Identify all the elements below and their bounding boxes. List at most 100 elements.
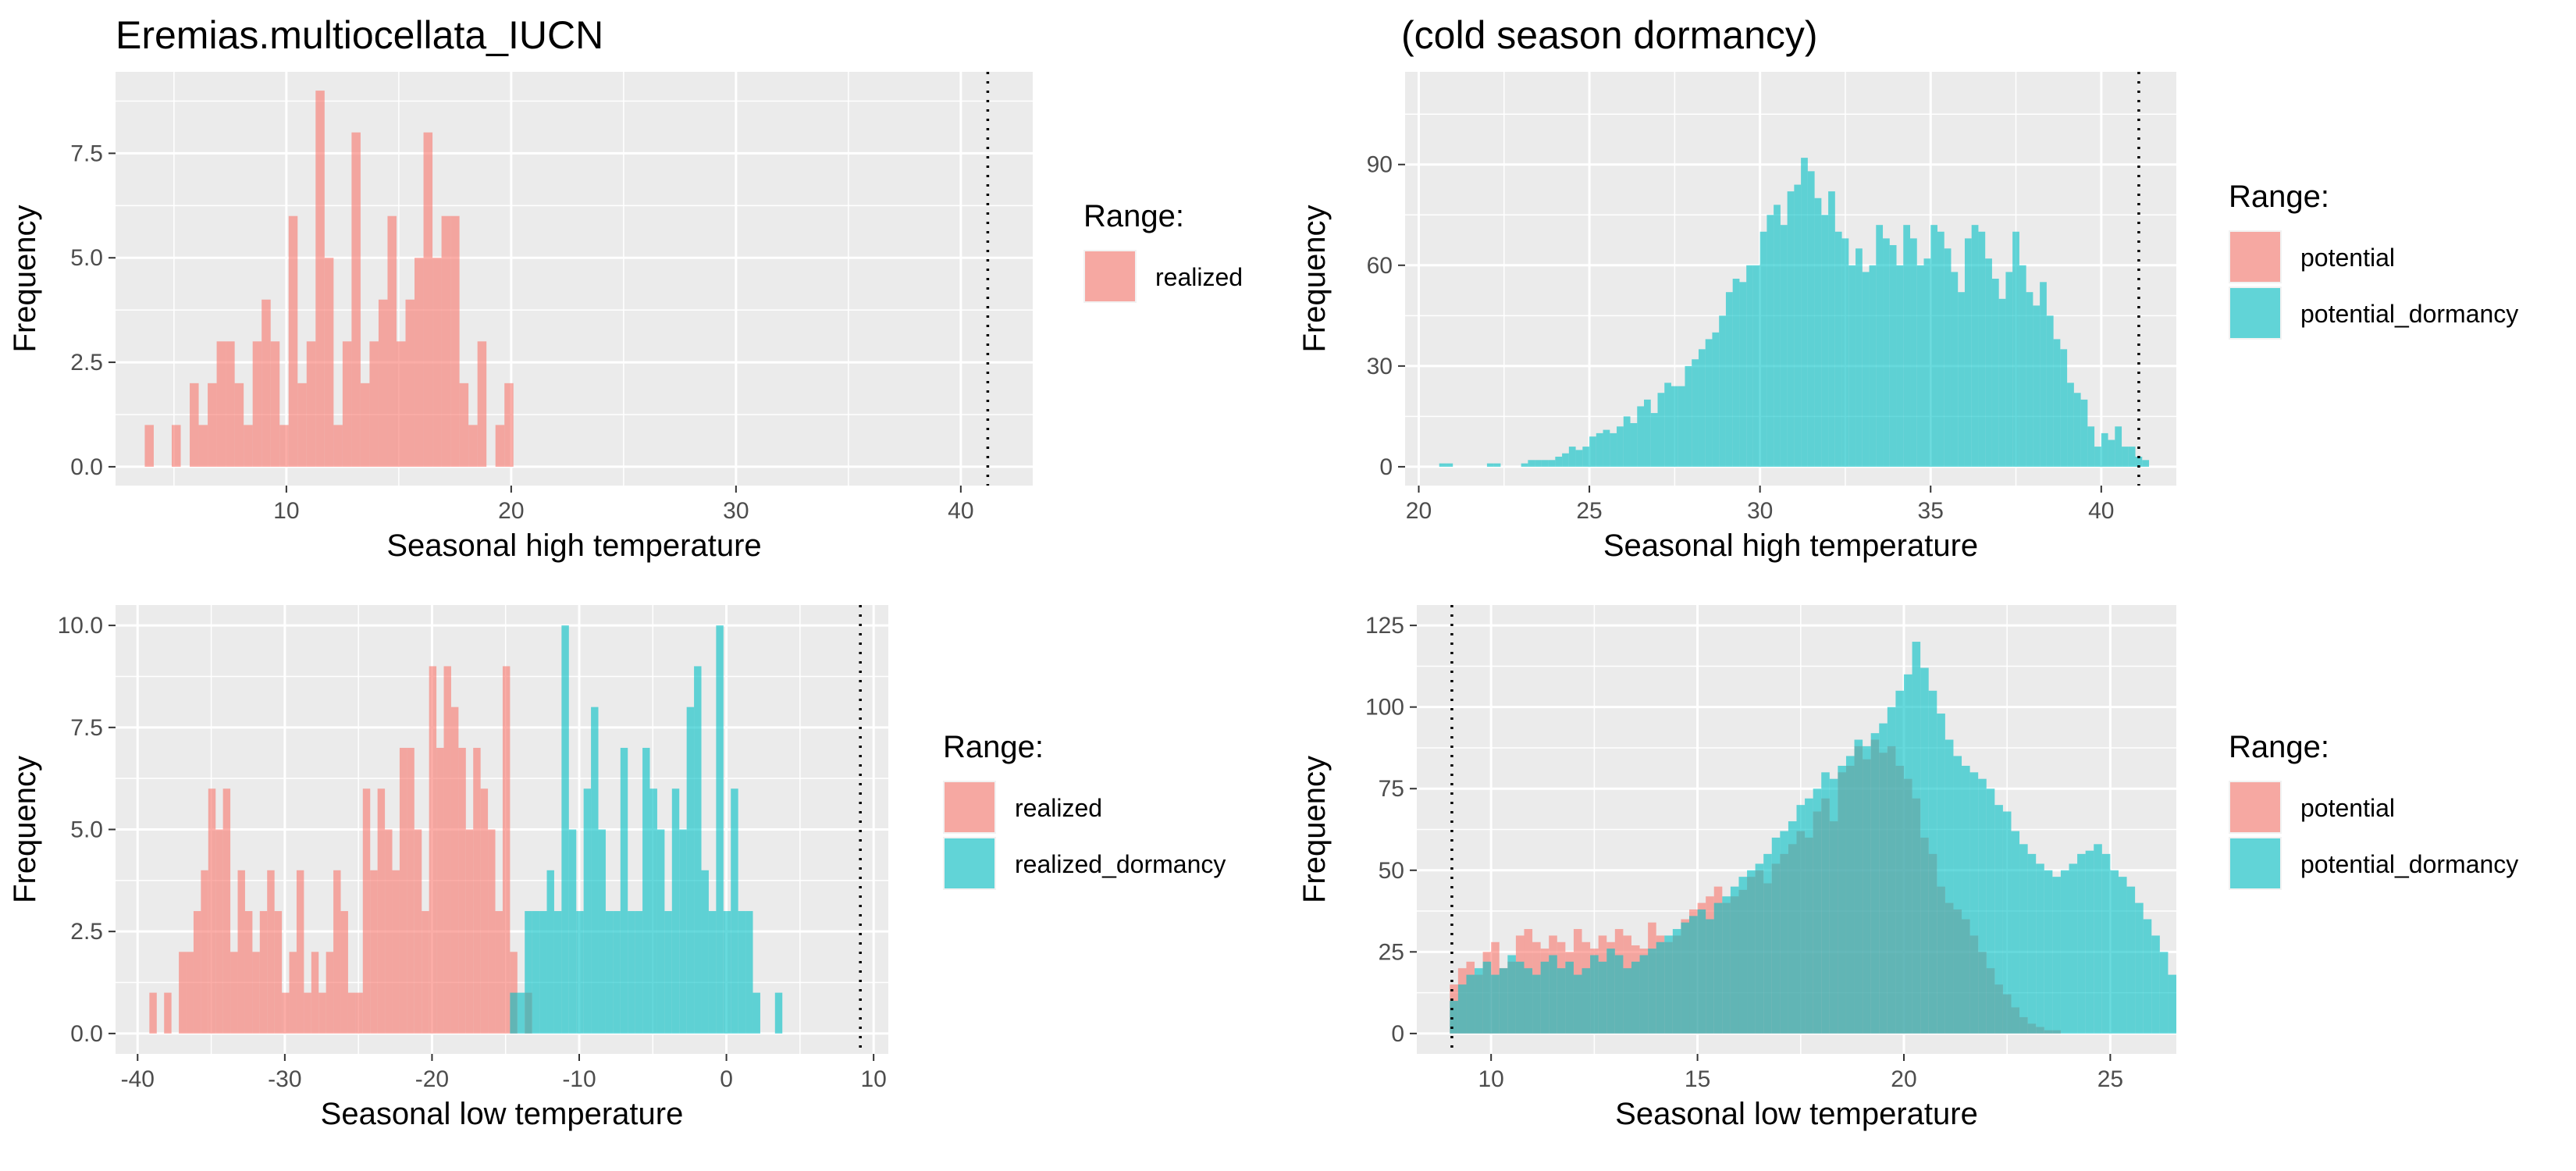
bar-realized-dormancy [583, 788, 592, 1034]
x-tick-label: 35 [1918, 498, 1944, 524]
legend: Range: potential potential_dormancy [2229, 730, 2518, 890]
bar-potential-dormancy [1964, 238, 1972, 467]
bar-potential-dormancy [1739, 282, 1747, 467]
bar-realized [297, 383, 307, 467]
legend-swatch-potential-dormancy [2230, 838, 2280, 888]
bar-potential-dormancy [1457, 984, 1467, 1034]
bar-potential-dormancy [1637, 406, 1645, 467]
bar-potential-dormancy [1746, 265, 1753, 467]
legend-title: Range: [1083, 199, 1184, 233]
bar-potential-dormancy [1678, 386, 1685, 467]
bar-realized [360, 383, 370, 467]
x-tick-label: -20 [415, 1066, 449, 1092]
bar-realized [396, 341, 406, 467]
y-tick-label: 75 [1379, 776, 1404, 802]
legend-swatch-potential-dormancy [2230, 288, 2280, 338]
bar-realized [306, 341, 316, 467]
y-tick-label: 30 [1367, 354, 1393, 379]
bar-realized-dormancy [628, 911, 635, 1034]
bar-realized [459, 383, 469, 467]
bar-realized [190, 383, 199, 467]
bar-realized [377, 788, 386, 1034]
bar-potential-dormancy [1610, 432, 1617, 467]
y-tick-label: 0 [1379, 454, 1393, 480]
bar-potential-dormancy [2019, 844, 2028, 1034]
bar-realized [355, 992, 363, 1034]
bar-realized-dormancy [708, 911, 717, 1034]
bar-realized-dormancy [649, 788, 657, 1034]
y-tick-label: 50 [1379, 858, 1404, 884]
bar-potential-dormancy [2085, 850, 2094, 1034]
bar-potential-dormancy [1958, 292, 1965, 467]
x-axis-title: Seasonal low temperature [321, 1097, 684, 1131]
bar-potential-dormancy [1650, 413, 1658, 467]
panel-low-temp-realized: -40 -30 -20 -10 0 10 0.0 2.5 5.0 7.5 10.0 Seasonal … [8, 605, 1226, 1131]
bar-potential-dormancy [1575, 450, 1583, 467]
bar-potential-dormancy [1747, 870, 1756, 1034]
x-tick-label: 30 [723, 498, 749, 524]
bar-realized [304, 992, 311, 1034]
bar-realized [488, 829, 496, 1034]
bar-realized [326, 952, 334, 1034]
bar-realized [201, 870, 208, 1034]
bar-potential-dormancy [1848, 265, 1856, 467]
bar-potential-dormancy [1698, 349, 1706, 467]
bar-potential-dormancy [2094, 447, 2101, 467]
bar-realized [215, 829, 223, 1034]
x-tick-label: 15 [1685, 1066, 1710, 1092]
bar-potential-dormancy [1541, 460, 1549, 467]
bar-potential-dormancy [1548, 460, 1556, 467]
bar-realized [288, 215, 298, 467]
bar-realized [378, 299, 388, 467]
bar-realized [495, 425, 505, 467]
bar-realized-dormancy [561, 625, 569, 1034]
bar-potential-dormancy [1780, 225, 1788, 467]
bar-potential-dormancy [1573, 974, 1582, 1034]
bar-potential-dormancy [1589, 436, 1596, 467]
bar-realized [342, 341, 352, 467]
bar-potential-dormancy [1978, 231, 1986, 467]
legend-swatch-potential [2230, 232, 2280, 282]
bar-potential-dormancy [1732, 279, 1740, 467]
y-tick-label: 10.0 [58, 613, 103, 639]
bar-potential-dormancy [2012, 231, 2019, 467]
bar-realized-dormancy [553, 911, 562, 1034]
bar-potential-dormancy [1614, 955, 1624, 1034]
bar-potential-dormancy [1752, 265, 1760, 467]
bar-potential-dormancy [1540, 961, 1550, 1034]
bar-potential-dormancy [1845, 756, 1855, 1034]
legend-label-potential-dormancy: potential_dormancy [2300, 850, 2518, 878]
bar-potential-dormancy [2040, 282, 2047, 467]
bar-realized [407, 747, 415, 1034]
y-tick-label: 2.5 [70, 350, 103, 376]
bar-potential-dormancy [2053, 339, 2061, 467]
bar-realized [315, 91, 325, 467]
right-figure-title: (cold season dormancy) [1401, 13, 1818, 57]
x-tick-label: 10 [273, 498, 299, 524]
bar-potential-dormancy [1623, 968, 1631, 1034]
bar-potential-dormancy [1528, 460, 1535, 467]
x-tick-label: 25 [1576, 498, 1602, 524]
bar-potential-dormancy [1507, 955, 1516, 1034]
bar-potential-dormancy [1787, 191, 1795, 467]
bar-potential-dormancy [1862, 272, 1870, 467]
bar-potential-dormancy [1962, 765, 1970, 1034]
panel-high-temp-realized: 10 20 30 40 0.0 2.5 5.0 7.5 Seasonal high temper… [8, 72, 1243, 563]
bar-potential-dormancy [1767, 215, 1774, 467]
bar-potential-dormancy [1475, 968, 1483, 1034]
x-axis-title: Seasonal high temperature [1603, 529, 1978, 563]
bar-potential-dormancy [1719, 315, 1726, 467]
bar-realized [340, 911, 348, 1034]
bar-potential-dormancy [2087, 426, 2095, 467]
bar-realized [274, 911, 283, 1034]
bar-realized-dormancy [701, 870, 709, 1034]
bar-realized-dormancy [605, 911, 614, 1034]
bar-potential-dormancy [1951, 272, 1959, 467]
bar-potential-dormancy [1889, 244, 1897, 467]
legend-label-realized-dormancy: realized_dormancy [1015, 850, 1226, 878]
bar-potential-dormancy [1685, 365, 1692, 467]
bar-realized [324, 258, 334, 467]
bar-realized [502, 666, 511, 1034]
bar-potential-dormancy [2073, 393, 2081, 467]
bar-potential-dormancy [1969, 772, 1979, 1034]
